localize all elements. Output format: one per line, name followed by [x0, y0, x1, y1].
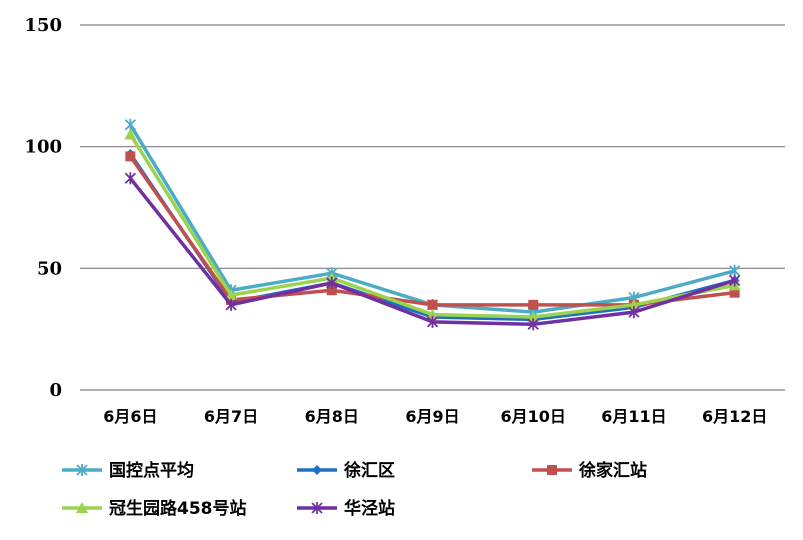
gridlines — [80, 24, 785, 391]
legend-item: 冠生园路458号站 — [62, 498, 247, 519]
x-tick-label: 6月11日 — [601, 407, 666, 426]
x-tick-label: 6月8日 — [305, 407, 359, 426]
series-1 — [125, 148, 740, 325]
x-tick-label: 6月10日 — [501, 407, 566, 426]
marker-square — [528, 299, 539, 310]
legend-item: 徐家汇站 — [532, 460, 647, 481]
y-tick-label: 0 — [49, 380, 62, 401]
y-tick-label: 100 — [24, 137, 62, 158]
marker-square — [326, 285, 337, 296]
legend-item: 徐汇区 — [297, 460, 395, 481]
legend-label: 徐汇区 — [343, 460, 395, 481]
series-4 — [124, 172, 741, 331]
marker-asterisk — [124, 172, 136, 185]
marker-asterisk — [426, 315, 439, 328]
marker-triangle — [426, 308, 439, 320]
marker-asterisk — [225, 298, 237, 311]
marker-square — [547, 465, 557, 475]
x-tick-label: 6月7日 — [204, 407, 258, 426]
x-tick-label: 6月9日 — [405, 407, 459, 426]
marker-triangle — [627, 298, 640, 310]
marker-triangle — [76, 502, 88, 513]
y-tick-label: 50 — [37, 258, 62, 279]
legend-label: 冠生园路458号站 — [109, 498, 247, 519]
marker-asterisk — [628, 306, 640, 319]
legend-item: 华泾站 — [297, 498, 395, 519]
x-axis: 6月6日 6月7日 6月8日 6月9日 6月10日 6月11日 6月12日 — [103, 407, 767, 426]
marker-square — [729, 287, 740, 298]
marker-diamond — [312, 465, 322, 475]
marker-square — [427, 299, 438, 310]
marker-asterisk — [729, 274, 741, 287]
marker-asterisk — [527, 318, 539, 331]
marker-asterisk — [311, 502, 323, 514]
series-line — [128, 155, 735, 307]
legend-label: 华泾站 — [344, 498, 395, 519]
legend-label: 徐家汇站 — [578, 460, 647, 481]
series-layer — [124, 118, 741, 331]
y-axis: 0 50 100 150 — [24, 15, 62, 401]
y-tick-label: 150 — [24, 15, 62, 36]
legend-label: 国控点平均 — [109, 460, 194, 481]
marker-asterisk — [76, 464, 88, 476]
marker-triangle — [124, 128, 137, 140]
x-tick-label: 6月12日 — [702, 407, 767, 426]
marker-asterisk — [326, 276, 338, 289]
marker-triangle — [225, 289, 238, 301]
x-tick-label: 6月6日 — [103, 407, 157, 426]
marker-square — [125, 151, 136, 162]
marker-triangle — [527, 311, 540, 322]
legend-item: 国控点平均 — [62, 460, 194, 481]
